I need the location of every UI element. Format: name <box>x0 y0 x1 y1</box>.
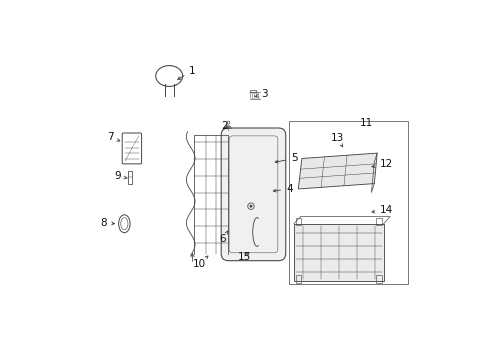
Text: 1: 1 <box>178 66 195 80</box>
Text: 15: 15 <box>237 252 251 262</box>
Text: 5: 5 <box>275 153 297 163</box>
Bar <box>376 218 381 225</box>
Bar <box>128 171 131 184</box>
Text: 4: 4 <box>273 184 292 194</box>
FancyBboxPatch shape <box>221 128 285 261</box>
Text: 3: 3 <box>255 89 267 99</box>
Text: 6: 6 <box>219 231 227 244</box>
Text: 8: 8 <box>101 218 114 228</box>
Text: 12: 12 <box>371 159 392 169</box>
Text: 13: 13 <box>330 133 344 147</box>
Bar <box>249 90 255 93</box>
Text: 14: 14 <box>371 206 392 216</box>
Text: 11: 11 <box>359 118 372 128</box>
Polygon shape <box>298 153 376 189</box>
Bar <box>376 275 381 283</box>
Text: 7: 7 <box>106 132 120 142</box>
Bar <box>295 218 301 225</box>
Bar <box>295 275 301 283</box>
Bar <box>293 224 383 281</box>
Circle shape <box>249 205 252 208</box>
Text: 9: 9 <box>114 171 127 181</box>
Text: 2: 2 <box>221 121 227 131</box>
Bar <box>289 121 407 284</box>
Text: 10: 10 <box>193 256 207 269</box>
